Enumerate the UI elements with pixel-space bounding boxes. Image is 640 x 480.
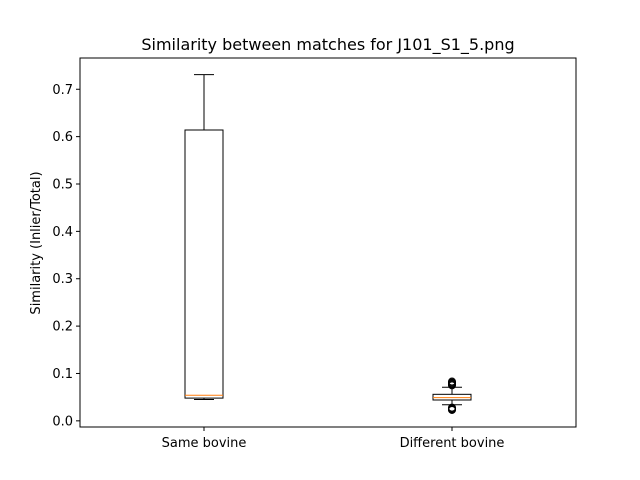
axes-frame [79, 57, 577, 428]
outlier-point [448, 377, 456, 386]
y-axis-label: Similarity (Inlier/Total) [29, 171, 44, 314]
x-tick-label: Same bovine [162, 436, 247, 451]
chart-title: Similarity between matches for J101_S1_5… [141, 35, 514, 55]
iqr-box [184, 129, 224, 399]
y-tick-label: 0.4 [52, 225, 73, 240]
y-tick-label: 0.2 [52, 320, 73, 335]
plot-area: 0.0 0.1 0.2 0.3 0.4 0.5 0.6 0.7 Same bovine Diffe… [52, 74, 505, 451]
x-tick-label: Different bovine [400, 436, 505, 451]
box-different-bovine [432, 377, 472, 414]
y-tick-label: 0.6 [52, 130, 73, 145]
y-tick-label: 0.0 [52, 414, 73, 429]
y-tick-label: 0.7 [52, 83, 73, 98]
box-same-bovine [184, 74, 224, 401]
y-tick-label: 0.1 [52, 367, 73, 382]
y-tick-label: 0.3 [52, 272, 73, 287]
y-tick-label: 0.5 [52, 178, 73, 193]
outlier-point [448, 405, 456, 414]
